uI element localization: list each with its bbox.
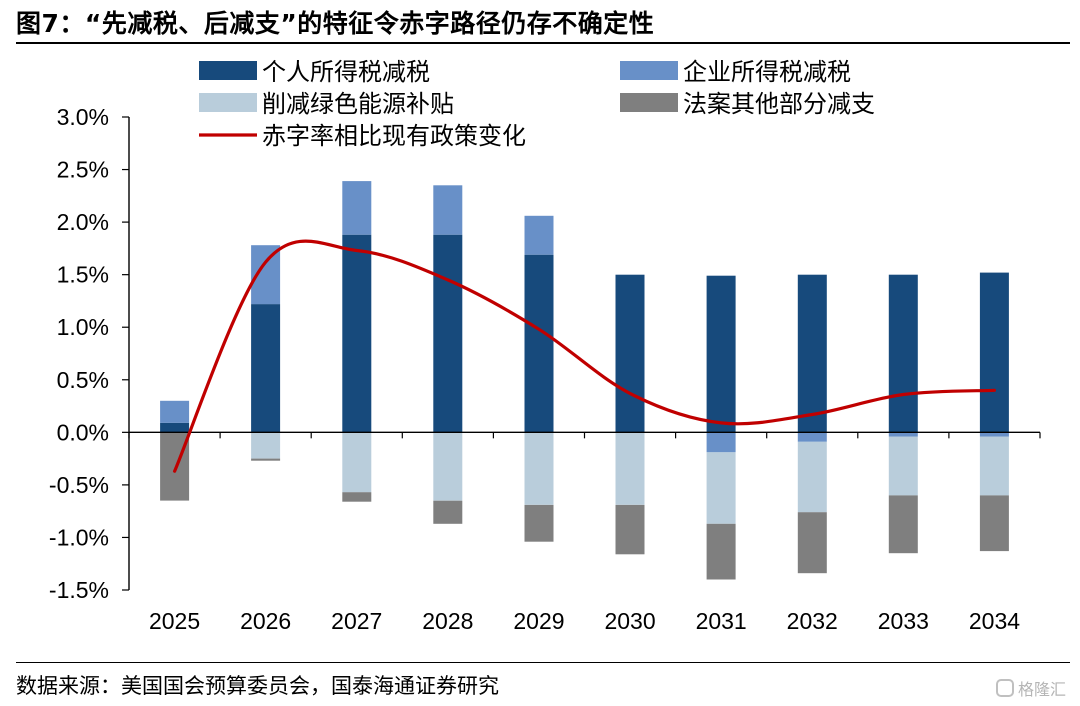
y-tick-label: 2.0% <box>57 209 109 235</box>
axes: 3.0% 2.5% 2.0% 1.5% 1.0% 0.5% 0.0% -0.5% -1.0% -1… <box>49 104 1041 634</box>
bar-series-0-2028 <box>433 234 463 433</box>
bar-series-3-2033 <box>888 495 918 554</box>
bar-series-0-2034 <box>979 272 1009 433</box>
y-tick-label: 1.5% <box>57 262 109 288</box>
watermark-logo-icon <box>995 679 1014 697</box>
y-tick-label: 0.0% <box>57 419 109 445</box>
legend-swatch-0 <box>199 61 257 80</box>
bars <box>160 181 1009 580</box>
legend-item-3: 法案其他部分减支 <box>620 90 875 118</box>
bar-series-3-2030 <box>615 504 645 555</box>
bar-series-3-2034 <box>979 495 1009 552</box>
legend-item-4: 赤字率相比现有政策变化 <box>199 122 526 150</box>
bar-series-2-2026 <box>251 432 281 459</box>
figure-title: 图7：“先减税、后减支”的特征令赤字路径仍存不确定性 <box>16 9 655 38</box>
bar-series-3-2027 <box>342 492 372 502</box>
legend-label-4: 赤字率相比现有政策变化 <box>262 122 526 150</box>
x-tick-label: 2027 <box>331 608 382 634</box>
legend-label-0: 个人所得税减税 <box>262 58 430 86</box>
watermark-text: 格隆汇 <box>1017 680 1066 699</box>
y-tick-label: -0.5% <box>49 472 109 498</box>
bar-series-2-2031 <box>706 452 736 524</box>
y-tick-label: -1.0% <box>49 524 109 550</box>
deficit-line <box>173 239 996 473</box>
bar-series-2-2027 <box>342 432 372 493</box>
x-tick-label: 2034 <box>969 608 1020 634</box>
legend-item-2: 削减绿色能源补贴 <box>199 90 454 118</box>
legend-label-3: 法案其他部分减支 <box>683 90 875 118</box>
bar-series-1-2028 <box>433 185 463 235</box>
title-divider <box>16 42 1070 44</box>
bar-series-3-2032 <box>797 512 827 574</box>
bar-series-2-2028 <box>433 432 463 501</box>
bar-series-3-2029 <box>524 504 554 542</box>
watermark: 格隆汇 <box>995 676 1066 700</box>
x-tick-label: 2028 <box>422 608 473 634</box>
y-tick-label: 1.0% <box>57 314 109 340</box>
bar-series-1-2033 <box>888 432 918 437</box>
bar-series-0-2029 <box>524 254 554 433</box>
bar-series-0-2030 <box>615 274 645 433</box>
bar-series-0-2025 <box>160 422 190 433</box>
bar-series-1-2029 <box>524 215 554 255</box>
source-divider <box>16 662 1070 663</box>
bar-series-1-2027 <box>342 181 372 235</box>
x-tick-label: 2033 <box>878 608 929 634</box>
bar-series-0-2026 <box>251 304 281 433</box>
legend-label-2: 削减绿色能源补贴 <box>262 90 454 118</box>
bar-series-3-2026 <box>251 458 281 461</box>
deficit-line-path <box>173 239 996 473</box>
x-tick-label: 2030 <box>604 608 655 634</box>
legend-swatch-2 <box>199 93 257 112</box>
legend-item-0: 个人所得税减税 <box>199 58 430 86</box>
bar-series-1-2031 <box>706 432 736 453</box>
bar-series-0-2027 <box>342 234 372 433</box>
bar-series-2-2029 <box>524 432 554 505</box>
bar-series-1-2034 <box>979 432 1009 437</box>
y-tick-label: 3.0% <box>57 104 109 130</box>
bar-series-2-2034 <box>979 436 1009 496</box>
legend-swatch-3 <box>620 93 678 112</box>
x-tick-label: 2032 <box>787 608 838 634</box>
legend-item-1: 企业所得税减税 <box>620 58 851 86</box>
bar-series-1-2025 <box>160 400 190 423</box>
x-tick-label: 2026 <box>240 608 291 634</box>
source-note: 数据来源：美国国会预算委员会，国泰海通证券研究 <box>16 674 499 698</box>
x-tick-label: 2031 <box>696 608 747 634</box>
legend-swatch-1 <box>620 61 678 80</box>
x-tick-label: 2029 <box>513 608 564 634</box>
y-tick-label: -1.5% <box>49 577 109 603</box>
bar-series-1-2032 <box>797 432 827 442</box>
y-tick-label: 2.5% <box>57 157 109 183</box>
bar-series-2-2033 <box>888 436 918 496</box>
bar-series-0-2033 <box>888 274 918 433</box>
bar-series-0-2032 <box>797 274 827 433</box>
bar-series-2-2030 <box>615 432 645 505</box>
bar-series-3-2028 <box>433 500 463 524</box>
bar-series-3-2031 <box>706 523 736 580</box>
bar-series-0-2031 <box>706 275 736 433</box>
x-tick-label: 2025 <box>149 608 200 634</box>
bar-series-2-2032 <box>797 441 827 513</box>
y-tick-label: 0.5% <box>57 367 109 393</box>
legend-label-1: 企业所得税减税 <box>683 58 851 86</box>
